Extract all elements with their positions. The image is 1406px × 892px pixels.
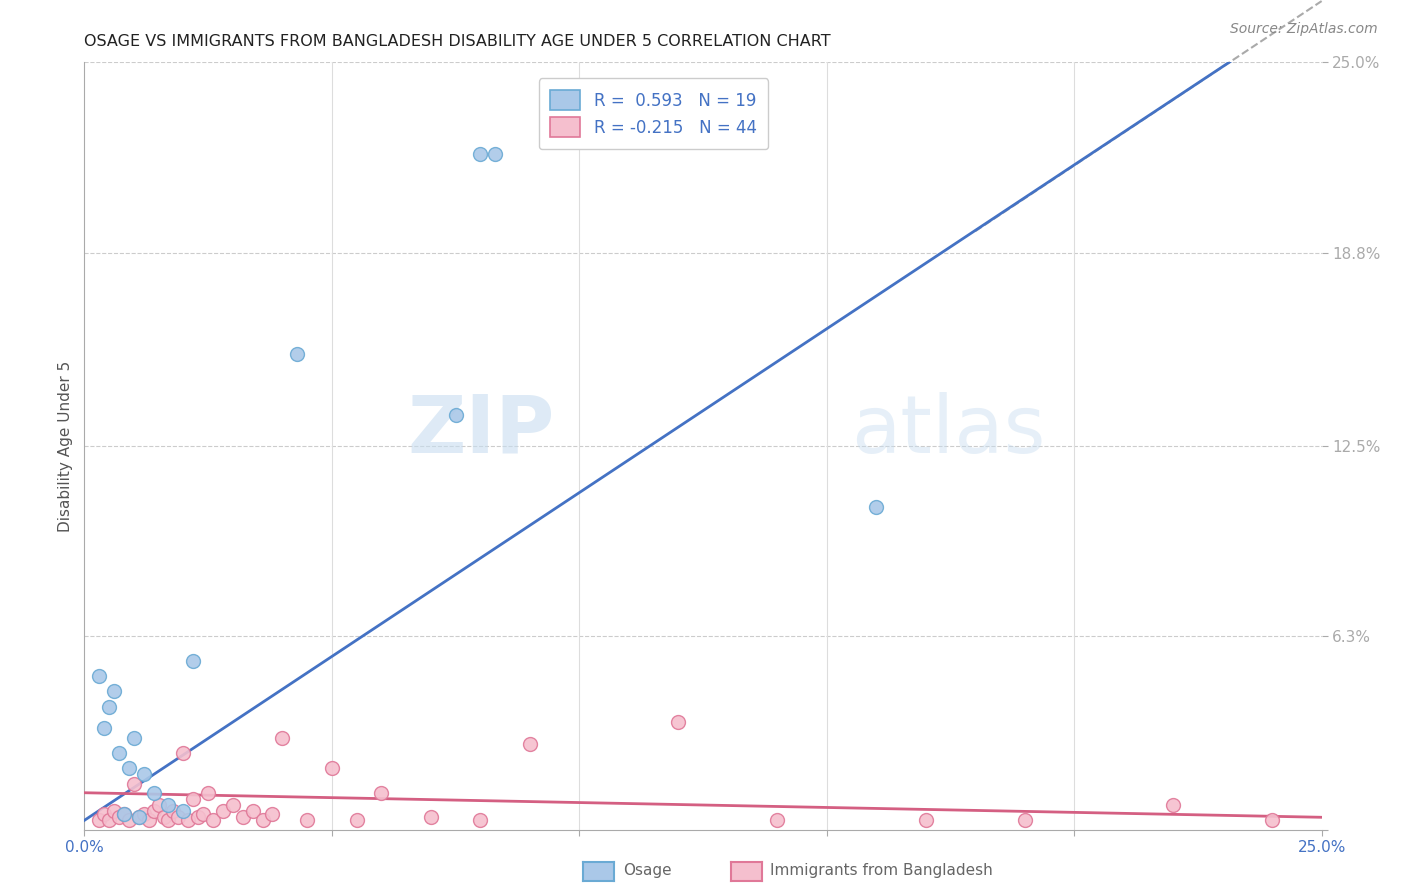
Point [93,807,115,822]
Point [766,814,789,828]
Point [122,776,145,790]
Point [132,807,155,822]
Point [519,737,541,751]
Point [112,807,135,822]
Text: ZIP: ZIP [408,392,554,470]
Point [108,810,131,824]
Point [98,814,121,828]
Point [295,814,318,828]
Point [172,746,194,760]
Point [470,814,492,828]
Point [181,792,204,806]
Point [346,814,368,828]
Point [172,804,194,818]
Point [202,814,225,828]
Point [444,409,467,423]
Point [89,814,111,828]
Point [271,731,294,745]
Point [470,147,492,161]
Point [103,684,125,698]
Point [1161,797,1184,812]
Point [177,814,200,828]
Point [914,814,936,828]
Point [181,654,204,668]
Text: Immigrants from Bangladesh: Immigrants from Bangladesh [770,863,993,878]
Point [321,761,343,775]
Point [285,347,308,361]
Point [112,807,135,822]
Point [370,786,392,800]
Point [262,807,284,822]
Point [252,814,274,828]
Point [122,731,145,745]
Point [484,147,506,161]
Point [167,810,190,824]
Point [187,810,209,824]
Point [142,786,165,800]
Point [142,804,165,818]
Point [162,804,184,818]
Point [242,804,264,818]
Text: Source: ZipAtlas.com: Source: ZipAtlas.com [1230,22,1378,37]
Y-axis label: Disability Age Under 5: Disability Age Under 5 [58,360,73,532]
Point [93,721,115,735]
Point [103,804,125,818]
Text: atlas: atlas [852,392,1046,470]
Point [865,500,887,515]
Point [666,715,689,730]
Point [232,810,254,824]
Point [419,810,441,824]
Point [191,807,214,822]
Legend: R =  0.593   N = 19, R = -0.215   N = 44: R = 0.593 N = 19, R = -0.215 N = 44 [538,78,768,149]
Point [128,810,150,824]
Point [98,699,121,714]
Point [128,810,150,824]
Point [157,814,180,828]
Point [132,767,155,781]
Point [212,804,235,818]
Point [157,797,180,812]
Point [1261,814,1284,828]
Point [118,814,141,828]
Point [197,786,219,800]
Point [148,797,170,812]
Point [89,669,111,683]
Point [118,761,141,775]
Point [222,797,245,812]
Point [152,810,174,824]
Point [138,814,160,828]
Point [1014,814,1036,828]
Point [108,746,131,760]
Text: OSAGE VS IMMIGRANTS FROM BANGLADESH DISABILITY AGE UNDER 5 CORRELATION CHART: OSAGE VS IMMIGRANTS FROM BANGLADESH DISA… [84,34,831,49]
Text: Osage: Osage [623,863,672,878]
